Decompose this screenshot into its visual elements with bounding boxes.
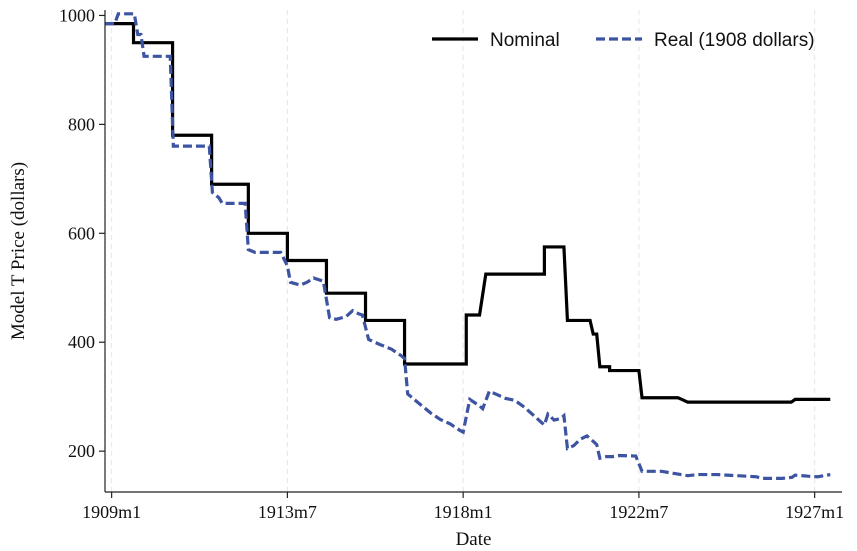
x-tick-label: 1918m1 (434, 502, 493, 522)
x-tick-label: 1909m1 (82, 502, 141, 522)
legend-label-real: Real (1908 dollars) (654, 30, 815, 51)
x-tick-label: 1922m7 (609, 502, 668, 522)
x-axis-title: Date (456, 529, 492, 550)
y-tick-label: 600 (68, 223, 95, 243)
axis-ticks: 1909m1 1913m7 1918m1 1922m7 1927m1 200 400 600 8… (59, 5, 844, 522)
axes (104, 10, 842, 493)
grid-lines (111, 10, 816, 492)
y-axis-title: Model T Price (dollars) (8, 162, 29, 340)
x-tick-label: 1927m1 (785, 502, 844, 522)
y-tick-label: 200 (68, 441, 95, 461)
y-tick-label: 800 (68, 114, 95, 134)
series-line-real (105, 12, 831, 480)
y-tick-label: 400 (68, 332, 95, 352)
x-tick-label: 1913m7 (258, 502, 317, 522)
series-line-nominal (105, 22, 831, 404)
legend: Nominal Real (1908 dollars) (432, 30, 815, 51)
legend-label-nominal: Nominal (490, 30, 560, 51)
y-tick-label: 1000 (59, 5, 95, 25)
series-lines (105, 12, 831, 480)
